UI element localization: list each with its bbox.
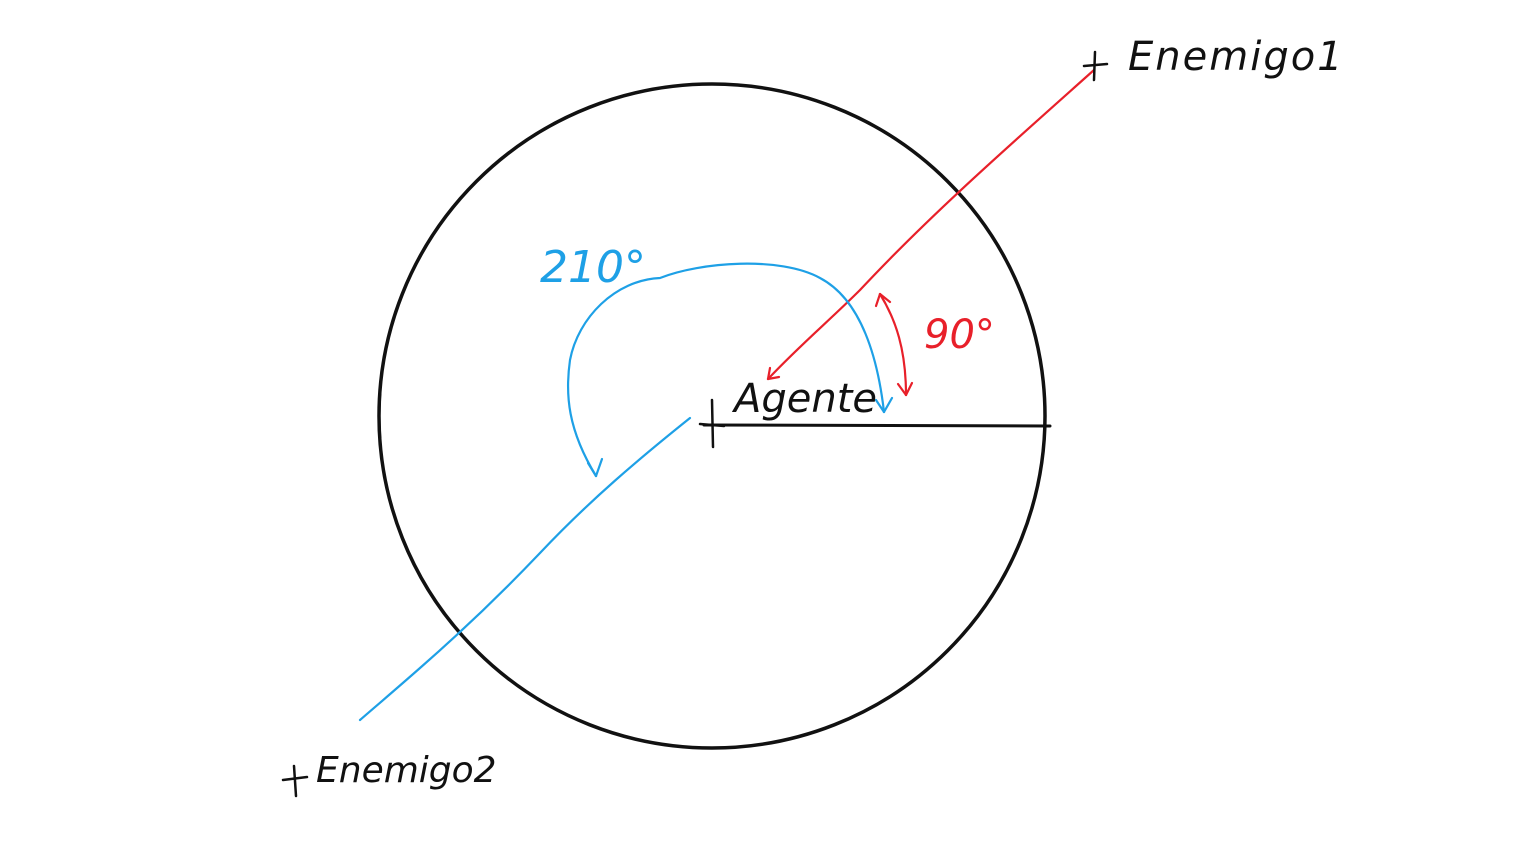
- agent-label: Agente: [731, 376, 877, 422]
- agent-cross-marker-icon: [698, 398, 726, 449]
- angle-90-arc: [878, 292, 908, 397]
- enemy1-label: Enemigo1: [1128, 34, 1345, 80]
- enemy1-direction-line: [766, 68, 1096, 381]
- enemy2-label: Enemigo2: [316, 750, 497, 791]
- angle-90-arrowheads-icon: [874, 292, 914, 397]
- angle-210-arrowheads-icon: [586, 396, 894, 478]
- enemy1-cross-marker-icon: [1082, 50, 1109, 82]
- enemy2-cross-marker-icon: [281, 764, 309, 798]
- angle-210-label: 210°: [540, 242, 646, 293]
- enemy1-arrowhead-icon: [766, 366, 781, 381]
- range-circle: [377, 82, 1047, 750]
- angle-210-arc: [566, 262, 886, 478]
- enemy2-direction-line: [358, 416, 692, 722]
- reference-radius-line: [702, 423, 1052, 428]
- angle-90-label: 90°: [924, 312, 995, 358]
